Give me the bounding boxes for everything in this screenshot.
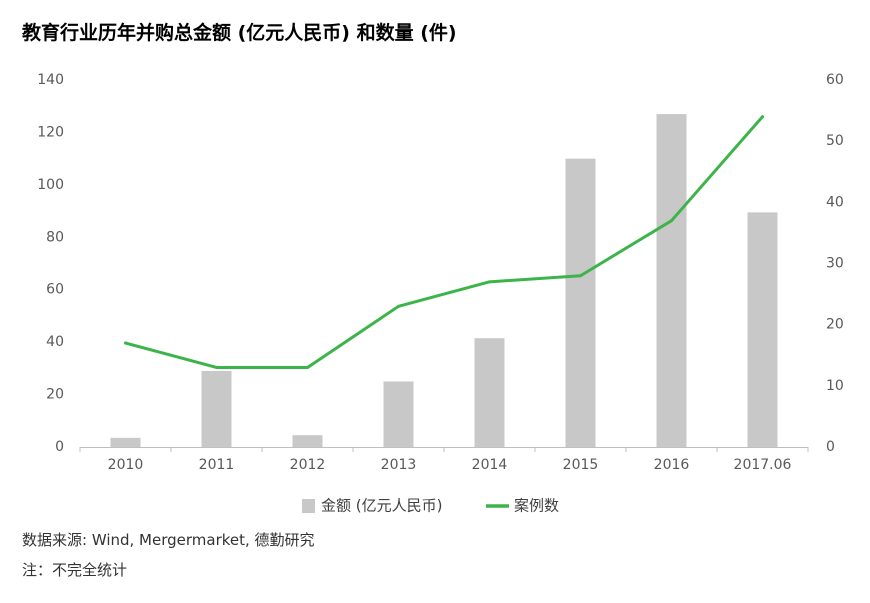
bar — [383, 381, 414, 447]
chart-title: 教育行业历年并购总金额 (亿元人民币) 和数量 (件) — [22, 22, 457, 44]
line-point — [670, 219, 673, 223]
x-axis-tick-label: 2011 — [199, 457, 235, 473]
source-note: 数据来源: Wind, Mergermarket, 德勤研究 — [22, 531, 315, 549]
line-point — [761, 115, 764, 119]
chart-canvas: 0 20 40 60 80 100 120 140 0 10 20 30 40 50 60 2010 2011 2… — [37, 72, 844, 515]
bar — [292, 435, 323, 447]
bar — [110, 437, 141, 447]
line-point — [488, 280, 491, 284]
line-point — [215, 365, 218, 369]
bar — [474, 338, 505, 447]
x-axis-tick-label: 2017.06 — [734, 457, 792, 473]
x-axis-tick-label: 2013 — [381, 457, 417, 473]
bar — [656, 114, 687, 447]
bar — [747, 212, 778, 447]
x-axis-tick-label: 2012 — [290, 457, 326, 473]
right-axis-tick-label: 0 — [826, 439, 835, 455]
left-axis-tick-label: 60 — [46, 282, 64, 298]
x-axis-tick-label: 2014 — [472, 457, 508, 473]
left-axis-tick-label: 140 — [37, 72, 64, 88]
x-axis-tick-label: 2010 — [108, 457, 144, 473]
left-axis-tick-label: 100 — [37, 177, 64, 193]
line-point — [124, 341, 127, 345]
legend-label-amount: 金额 (亿元人民币) — [321, 497, 442, 515]
right-axis-tick-label: 10 — [826, 378, 844, 394]
remark-note: 注：不完全统计 — [22, 561, 128, 579]
line-point — [306, 365, 309, 369]
x-axis-tick-label: 2016 — [654, 457, 690, 473]
series-line-case-count — [124, 115, 764, 369]
right-axis-tick-label: 30 — [826, 256, 844, 272]
right-axis-tick-label: 20 — [826, 317, 844, 333]
left-axis-tick-label: 120 — [37, 124, 64, 140]
legend-swatch-amount — [302, 499, 315, 513]
line-point — [579, 274, 582, 278]
right-axis-tick-label: 50 — [826, 133, 844, 149]
legend-label-case-count: 案例数 — [514, 497, 559, 515]
line-point — [397, 304, 400, 308]
right-axis-tick-label: 40 — [826, 194, 844, 210]
left-axis-tick-label: 20 — [46, 387, 64, 403]
bar — [565, 158, 596, 447]
right-axis-tick-label: 60 — [826, 72, 844, 88]
bar — [201, 370, 232, 447]
left-axis-tick-label: 0 — [55, 439, 64, 455]
left-axis-tick-label: 80 — [46, 229, 64, 245]
x-axis-tick-label: 2015 — [563, 457, 599, 473]
left-axis-tick-label: 40 — [46, 334, 64, 350]
